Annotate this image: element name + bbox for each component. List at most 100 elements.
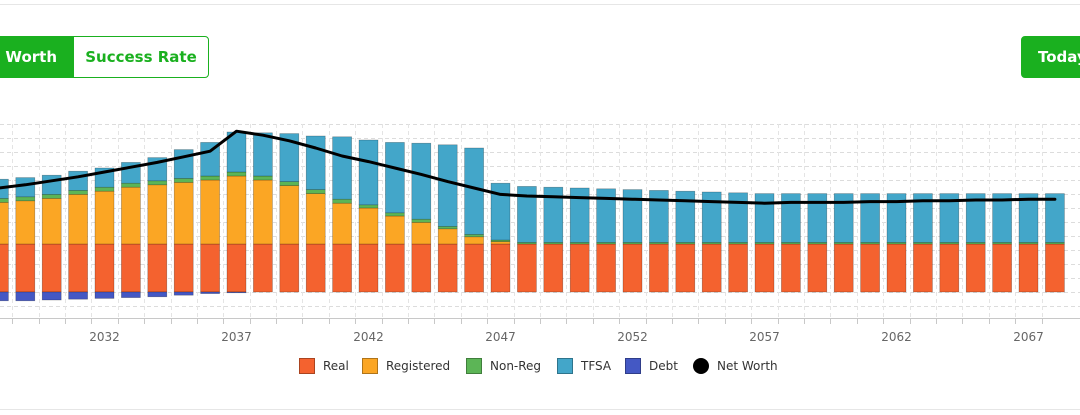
bar-nonreg-2036	[200, 175, 220, 181]
legend-item-tfsa[interactable]: TFSA	[557, 356, 611, 376]
bar-nonreg-2043	[385, 212, 405, 217]
x-axis: 2032 2037 2042 2047 2052 2057 2062 2067	[0, 318, 1080, 344]
legend-label-tfsa: TFSA	[581, 359, 612, 373]
bar-tfsa-2052	[622, 189, 643, 243]
bar-nonreg-2029	[15, 196, 36, 202]
bar-tfsa-2030	[41, 174, 62, 195]
bar-tfsa-2065	[965, 193, 986, 243]
bar-tfsa-2044	[411, 142, 432, 220]
bar-real-2031	[68, 243, 88, 293]
bar-tfsa-2043	[385, 142, 405, 214]
bar-registered-2046	[464, 236, 484, 245]
bar-registered-2030	[41, 198, 62, 245]
bar-registered-2034	[147, 184, 168, 245]
bar-real-2039	[279, 243, 300, 293]
bar-nonreg-2031	[68, 190, 88, 195]
bar-tfsa-2046	[464, 147, 484, 235]
bar-registered-2042	[358, 207, 379, 245]
x-tick-label-2062: 2062	[881, 330, 912, 344]
bar-nonreg-2038	[253, 175, 273, 181]
bar-real-2051	[596, 243, 616, 293]
success-rate-tab-button[interactable]: Success Rate	[73, 36, 209, 78]
bar-real-2063	[913, 243, 933, 293]
legend-item-real[interactable]: Real	[299, 356, 349, 376]
legend-item-nonreg[interactable]: Non-Reg	[466, 356, 541, 376]
bar-tfsa-2039	[279, 133, 300, 182]
legend-item-registered[interactable]: Registered	[362, 356, 450, 376]
stacked-bars	[0, 131, 1065, 302]
bar-real-2054	[675, 243, 696, 293]
net-worth-line	[0, 129, 1057, 205]
bar-registered-2038	[253, 179, 273, 245]
bar-real-2035	[173, 243, 194, 293]
bar-nonreg-2037	[226, 171, 247, 177]
bottom-divider	[0, 409, 1080, 410]
bar-tfsa-2050	[569, 187, 590, 243]
bar-tfsa-2058	[781, 193, 801, 243]
bar-debt-2030	[41, 291, 62, 301]
todays-dollars-button[interactable]: Today's $	[1021, 36, 1080, 78]
bar-real-2061	[860, 243, 880, 293]
bar-registered-2029	[15, 200, 36, 245]
bar-registered-2035	[173, 182, 194, 245]
bar-registered-2037	[226, 175, 247, 245]
bar-real-2032	[94, 243, 115, 293]
bar-real-2041	[332, 243, 352, 293]
legend-item-debt[interactable]: Debt	[625, 356, 678, 376]
bar-tfsa-2062	[886, 193, 907, 243]
bar-registered-2036	[200, 179, 220, 245]
bar-real-2059	[807, 243, 828, 293]
x-tick-label-2057: 2057	[749, 330, 780, 344]
bar-nonreg-2035	[173, 178, 194, 183]
legend-label-real: Real	[323, 359, 349, 373]
bar-registered-2041	[332, 202, 352, 245]
bar-tfsa-2060	[833, 193, 854, 243]
bar-nonreg-2040	[305, 189, 326, 194]
bar-real-2057	[754, 243, 775, 293]
bar-tfsa-2057	[754, 193, 775, 243]
legend-item-net-worth[interactable]: Net Worth	[693, 356, 778, 376]
bar-tfsa-2038	[253, 132, 273, 177]
bar-registered-2045	[437, 228, 458, 245]
bar-real-2030	[41, 243, 62, 293]
bar-real-2046	[464, 243, 484, 293]
bar-real-2068	[1045, 243, 1065, 293]
bar-real-2028	[0, 243, 9, 293]
bar-registered-2031	[68, 194, 88, 245]
bar-registered-2047	[490, 241, 511, 245]
bar-tfsa-2063	[913, 193, 933, 243]
bar-real-2055	[701, 243, 722, 293]
bar-nonreg-2041	[332, 198, 352, 204]
legend-label-nonreg: Non-Reg	[490, 359, 542, 373]
bar-nonreg-2030	[41, 194, 62, 199]
bar-real-2053	[649, 243, 669, 293]
bar-tfsa-2048	[517, 186, 537, 243]
bar-tfsa-2047	[490, 182, 511, 241]
bar-real-2052	[622, 243, 643, 293]
bar-real-2050	[569, 243, 590, 293]
bar-nonreg-2034	[147, 180, 168, 186]
bar-debt-2028	[0, 291, 9, 302]
bar-tfsa-2040	[305, 135, 326, 190]
bar-real-2064	[939, 243, 960, 293]
bar-real-2047	[490, 243, 511, 293]
legend-swatch-debt	[625, 358, 641, 374]
legend-label-debt: Debt	[649, 359, 678, 373]
bar-real-2066	[992, 243, 1012, 293]
bar-registered-2043	[385, 215, 405, 245]
bar-registered-2040	[305, 193, 326, 245]
bar-real-2056	[728, 243, 748, 293]
legend-dot-net-worth	[693, 358, 709, 374]
x-tick-label-2042: 2042	[353, 330, 384, 344]
bar-real-2058	[781, 243, 801, 293]
bar-debt-2031	[68, 291, 88, 300]
bar-tfsa-2056	[728, 192, 748, 243]
chart-legend: Real Registered Non-Reg TFSA Debt Net Wo…	[0, 356, 1080, 376]
bar-nonreg-2039	[279, 181, 300, 186]
bar-tfsa-2055	[701, 191, 722, 243]
legend-label-registered: Registered	[386, 359, 451, 373]
bar-nonreg-2032	[94, 186, 115, 192]
bar-registered-2044	[411, 222, 432, 245]
net-worth-tab-button[interactable]: Net Worth	[0, 36, 74, 78]
